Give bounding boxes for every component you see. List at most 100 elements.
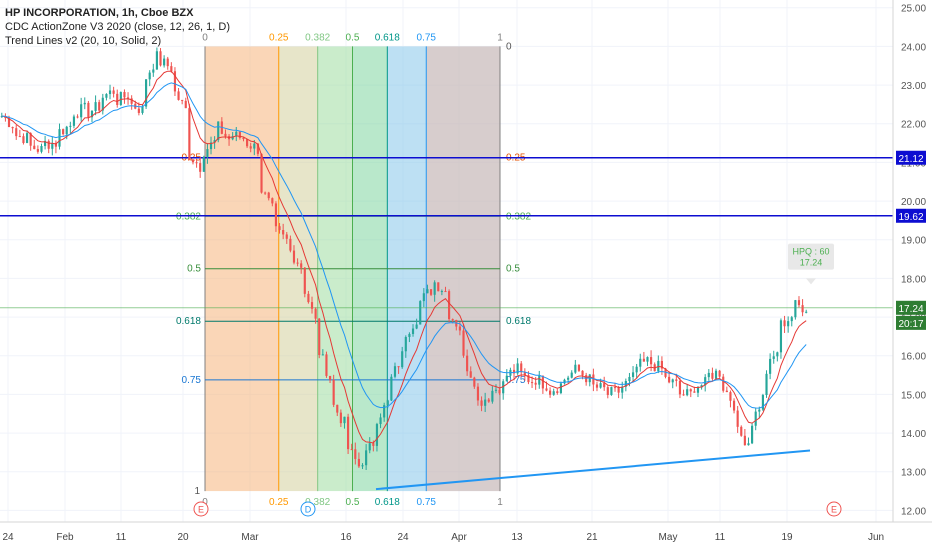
- candle-body: [44, 140, 47, 147]
- candle-body: [271, 198, 274, 204]
- fib-time-label-bottom: 1: [497, 497, 503, 508]
- candle-body: [123, 92, 126, 98]
- candle-body: [502, 381, 505, 394]
- candle-body: [231, 136, 234, 140]
- time-axis-tick: 16: [340, 532, 352, 543]
- fib-time-label-bottom: 0.618: [375, 497, 400, 508]
- price-axis-tick: 24.00: [901, 42, 926, 53]
- candle-body: [325, 354, 328, 376]
- candle-body: [62, 129, 65, 135]
- event-label: D: [305, 505, 312, 515]
- candle-body: [628, 376, 631, 382]
- candle-body: [610, 387, 613, 395]
- candle-body: [332, 379, 335, 405]
- candle-body: [372, 443, 375, 446]
- fib-time-label-bottom: 0.382: [305, 497, 330, 508]
- fib-price-label-right: 0.75: [506, 375, 526, 386]
- fib-price-label-right: 0.618: [506, 316, 531, 327]
- candle-body: [256, 143, 259, 154]
- candle-body: [368, 443, 371, 451]
- candle-body: [480, 400, 483, 406]
- candle-body: [390, 376, 393, 401]
- candle-body: [440, 291, 443, 293]
- fib-price-label-left: 0.75: [182, 375, 202, 386]
- fib-top-label: 0: [506, 41, 512, 52]
- candle-body: [563, 379, 566, 384]
- candle-body: [498, 389, 501, 394]
- candle-body: [494, 389, 498, 391]
- price-label-tag: [896, 315, 926, 330]
- candle-body: [581, 370, 584, 376]
- candle-body: [743, 435, 746, 446]
- candle-body: [660, 360, 663, 369]
- legend-title: HP INCORPORATION, 1h, Cboe BZX: [5, 7, 194, 19]
- legend-indicator-trendlines[interactable]: Trend Lines v2 (20, 10, Solid, 2): [5, 35, 162, 47]
- callout-box: [788, 243, 834, 270]
- candle-body: [195, 162, 198, 164]
- candle-body: [72, 116, 76, 126]
- candle-body: [722, 376, 725, 391]
- candle-body: [404, 337, 407, 352]
- callout-text: HPQ : 60: [792, 247, 829, 257]
- candle-body: [693, 391, 696, 393]
- candle-body: [393, 366, 397, 377]
- candle-body: [137, 108, 140, 113]
- legend-indicator-actionzone[interactable]: CDC ActionZone V3 2020 (close, 12, 26, 1…: [5, 21, 231, 33]
- event-marker: [300, 501, 316, 517]
- time-axis-tick: Jun: [868, 532, 884, 543]
- time-axis-tick: 24: [2, 532, 14, 543]
- candle-body: [303, 267, 306, 294]
- candle-body: [40, 146, 43, 152]
- time-axis-tick: 19: [781, 532, 793, 543]
- candle-body: [476, 386, 480, 401]
- candle-body: [278, 226, 281, 231]
- candle-body: [466, 355, 469, 372]
- candle-body: [170, 66, 173, 72]
- candle-body: [321, 354, 324, 356]
- candle-body: [794, 300, 797, 318]
- candle-body: [357, 458, 360, 467]
- candle-body: [105, 94, 108, 98]
- candle-body: [7, 118, 11, 128]
- candle-body: [184, 100, 187, 109]
- price-label-tag: [896, 208, 926, 223]
- candle-body: [671, 379, 674, 383]
- candle-body: [264, 192, 267, 194]
- candle-body: [462, 330, 465, 356]
- candle-body: [98, 102, 101, 111]
- candle-body: [631, 372, 635, 377]
- candle-body: [801, 305, 804, 313]
- candle-body: [613, 387, 617, 389]
- candle-body: [173, 71, 177, 92]
- candle-body: [751, 425, 754, 444]
- candle-body: [765, 373, 768, 396]
- candle-body: [181, 99, 184, 101]
- candle-body: [606, 387, 609, 395]
- candle-body: [783, 320, 786, 327]
- candle-body: [80, 104, 83, 118]
- price-axis-tick: 18.00: [901, 274, 926, 285]
- candle-body: [469, 371, 472, 378]
- candle-body: [422, 293, 425, 302]
- candle-body: [686, 389, 689, 396]
- price-label-text: 17.24: [898, 304, 923, 315]
- candle-body: [76, 116, 79, 118]
- candle-body: [15, 128, 18, 137]
- price-axis-tick: 20.00: [901, 197, 926, 208]
- candle-body: [772, 356, 775, 359]
- candle-body: [650, 357, 653, 365]
- price-axis-tick: 15.00: [901, 390, 926, 401]
- price-axis-tick: 22.00: [901, 120, 926, 131]
- candle-body: [119, 92, 122, 105]
- time-axis-tick: 13: [511, 532, 523, 543]
- candle-body: [707, 372, 710, 378]
- candle-body: [159, 51, 162, 66]
- price-label-text: 20:17: [898, 319, 923, 330]
- callout-pointer: [806, 278, 816, 285]
- candle-body: [758, 409, 761, 412]
- candle-body: [516, 363, 519, 374]
- time-axis-tick: 11: [116, 532, 127, 543]
- candle-body: [538, 375, 541, 385]
